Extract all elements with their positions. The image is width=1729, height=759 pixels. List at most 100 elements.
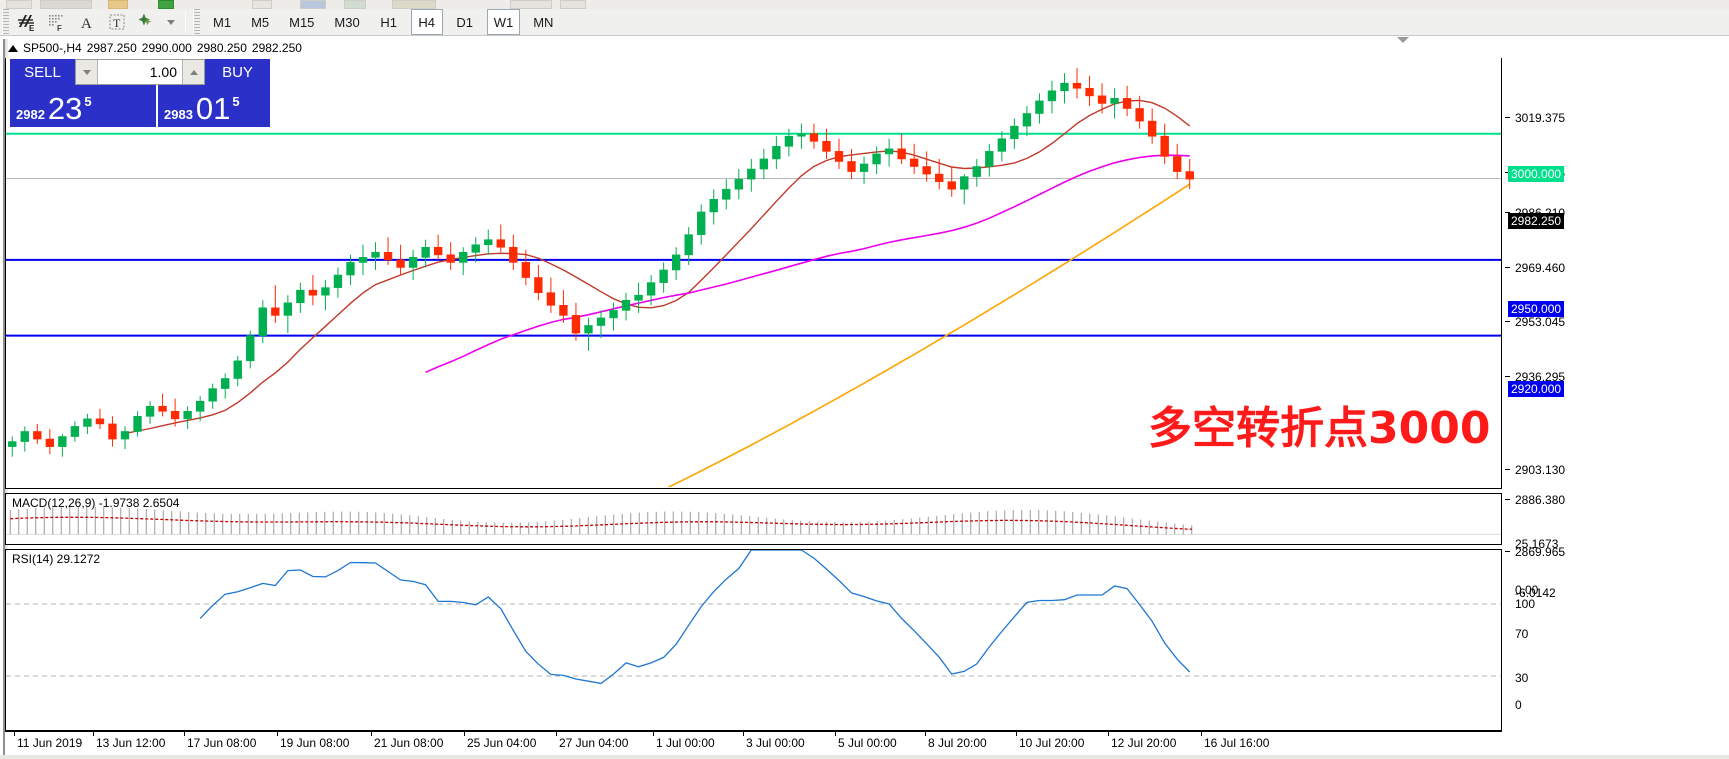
time-tick xyxy=(371,732,372,736)
macd-axis-label: 0.00 xyxy=(1515,583,1539,597)
timeframe-h1[interactable]: H1 xyxy=(380,14,398,30)
candle-body xyxy=(183,410,192,420)
candle-body xyxy=(1072,82,1082,89)
volume-increase-button[interactable] xyxy=(182,60,204,84)
chart-close: 2982.250 xyxy=(251,41,302,55)
candle-body xyxy=(333,274,343,288)
rsi-line xyxy=(199,550,1191,685)
chart-collapse-icon[interactable] xyxy=(1397,37,1409,43)
price-axis-label: 2886.380 xyxy=(1515,493,1566,507)
candle-body xyxy=(734,178,743,190)
candle-body xyxy=(446,254,455,263)
candle-body xyxy=(45,438,55,447)
candle-body xyxy=(421,246,430,258)
candle-body xyxy=(997,138,1007,152)
chart-open: 2987.250 xyxy=(86,41,137,55)
expand-triangle-icon[interactable] xyxy=(8,44,18,52)
sell-price-display[interactable]: 2982 23 5 xyxy=(10,85,156,127)
candle-body xyxy=(459,252,468,263)
chart-header: SP500-,H4 2987.250 2990.000 2980.250 298… xyxy=(8,41,302,55)
candle-body xyxy=(935,173,944,182)
timeframe-d1[interactable]: D1 xyxy=(456,14,474,30)
toolbar-grip[interactable] xyxy=(2,9,9,35)
volume-input[interactable]: 1.00 xyxy=(98,60,182,84)
objects-icon[interactable] xyxy=(133,8,161,36)
price-axis-badge: 2982.250 xyxy=(1508,213,1565,229)
timeframe-h4[interactable]: H4 xyxy=(410,9,443,35)
objects-dropdown-icon[interactable] xyxy=(163,8,179,36)
time-tick xyxy=(184,732,185,736)
candle-body xyxy=(170,410,180,420)
candle-body xyxy=(70,426,80,437)
text-label-icon[interactable]: A xyxy=(73,8,101,36)
indicators-icon[interactable]: F xyxy=(43,8,71,36)
rsi-pane[interactable] xyxy=(5,549,1502,731)
price-axis[interactable]: 3019.3753002.6252986.2102969.4602953.045… xyxy=(1503,40,1729,731)
volume-decrease-button[interactable] xyxy=(76,60,98,84)
candle-body xyxy=(133,416,142,432)
price-tick xyxy=(1505,267,1510,268)
candle-body xyxy=(484,239,493,246)
candle-body xyxy=(383,252,393,261)
candle-body xyxy=(671,254,681,271)
time-tick xyxy=(925,732,926,736)
buy-button[interactable]: BUY xyxy=(205,59,270,85)
buy-price-integer: 2983 xyxy=(164,107,193,122)
candle-body xyxy=(797,133,806,137)
candle-body xyxy=(1173,156,1182,172)
candle-body xyxy=(546,292,556,306)
candle-body xyxy=(784,135,794,147)
candle-body xyxy=(509,246,518,263)
candle-body xyxy=(822,140,831,152)
rsi-label: RSI(14) 29.1272 xyxy=(12,552,101,566)
price-tick xyxy=(1505,321,1510,322)
time-tick xyxy=(556,732,557,736)
candle-body xyxy=(358,257,368,263)
timeframe-m5[interactable]: M5 xyxy=(251,14,270,30)
buy-price-display[interactable]: 2983 01 5 xyxy=(158,85,270,127)
candle-body xyxy=(609,310,618,319)
candle-body xyxy=(221,378,230,389)
timeframe-m15[interactable]: M15 xyxy=(289,14,315,30)
candle-body xyxy=(897,148,906,160)
candle-body xyxy=(909,158,919,167)
time-tick xyxy=(835,732,836,736)
candle-body xyxy=(471,244,480,253)
timeframe-w1[interactable]: W1 xyxy=(486,9,521,35)
time-axis-label: 3 Jul 00:00 xyxy=(746,736,805,750)
candle-body xyxy=(396,259,405,268)
timeframe-m1[interactable]: M1 xyxy=(213,14,232,30)
expert-advisor-icon[interactable]: E xyxy=(13,8,41,36)
chart-high: 2990.000 xyxy=(141,41,192,55)
candle-body xyxy=(258,307,267,336)
time-axis[interactable]: 11 Jun 2019 13 Jun 12:00 17 Jun 08:00 19 Ju… xyxy=(5,731,1502,756)
candle-body xyxy=(859,163,869,172)
candle-body xyxy=(271,307,280,316)
timeframe-toolbar-grip[interactable] xyxy=(193,9,200,35)
time-axis-label: 16 Jul 16:00 xyxy=(1204,736,1270,750)
price-tick xyxy=(1505,172,1510,173)
sell-button[interactable]: SELL xyxy=(10,59,75,85)
text-object-icon[interactable]: T xyxy=(103,8,131,36)
candle-body xyxy=(371,252,380,258)
candle-body xyxy=(960,176,969,190)
candle-body xyxy=(145,405,155,417)
timeframe-mn[interactable]: MN xyxy=(533,14,554,30)
volume-stepper[interactable]: 1.00 xyxy=(75,59,205,85)
sell-price-integer: 2982 xyxy=(16,107,45,122)
timeframe-m30[interactable]: M30 xyxy=(334,14,360,30)
moving-average-line xyxy=(425,154,1190,374)
candle-body xyxy=(33,431,42,440)
candle-body xyxy=(95,418,105,425)
candle-body xyxy=(308,289,318,296)
candle-body xyxy=(120,431,130,440)
toolbar-separator xyxy=(185,11,186,33)
candle-body xyxy=(646,282,656,296)
candle-body xyxy=(634,294,643,301)
price-chart-pane[interactable] xyxy=(5,58,1502,489)
candle-body xyxy=(321,287,330,296)
price-tick xyxy=(1505,551,1510,552)
candle-body xyxy=(108,423,117,440)
macd-pane[interactable] xyxy=(5,493,1502,545)
candle-body xyxy=(1060,82,1069,92)
